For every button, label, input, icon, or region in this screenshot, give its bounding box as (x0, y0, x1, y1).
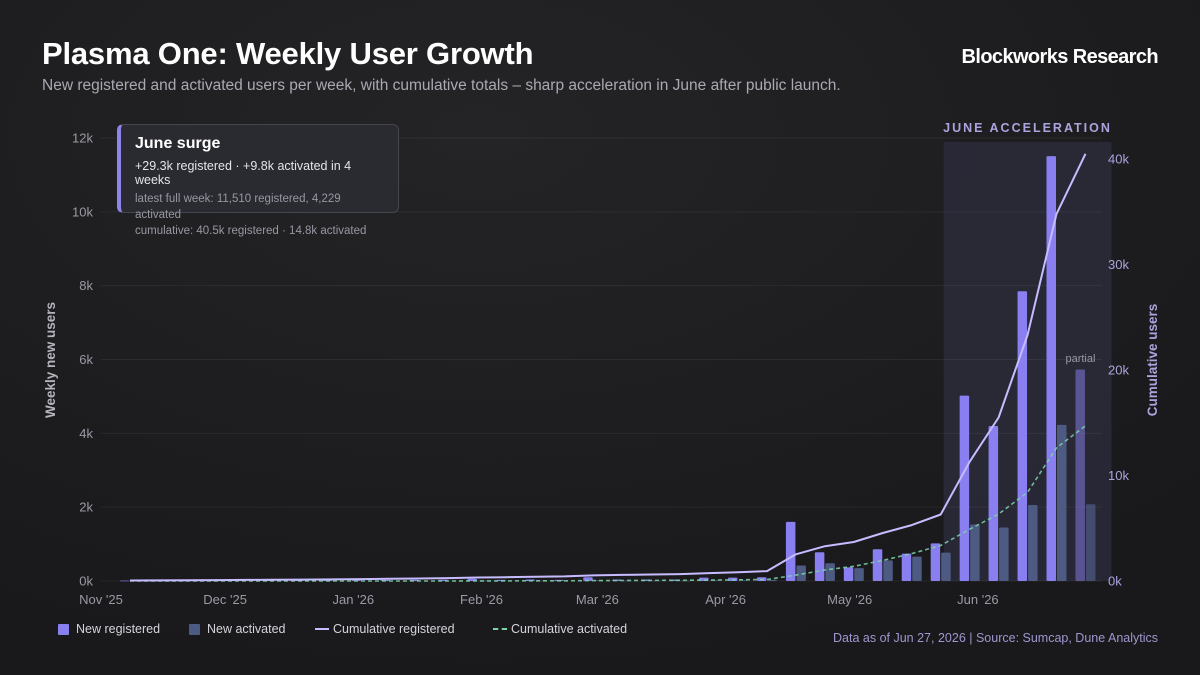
brand-logo-text: Blockworks Research (961, 46, 1159, 68)
x-tick-label: Mar '26 (576, 592, 619, 607)
bar-new-registered (1075, 369, 1085, 581)
bar-new-registered (959, 395, 970, 581)
legend-line-cumulative-activated (493, 628, 507, 630)
bar-new-registered (930, 543, 941, 581)
legend-label-cumulative-activated: Cumulative activated (511, 622, 628, 636)
y-tick-label: 4k (79, 426, 93, 441)
bar-new-activated (1028, 504, 1038, 581)
y-tick-label: 10k (72, 204, 93, 219)
x-tick-label: Jan '26 (333, 592, 375, 607)
bar-new-activated (1057, 424, 1067, 581)
bar-new-registered (119, 580, 130, 582)
legend-line-cumulative-registered (315, 628, 329, 630)
bar-new-registered (1017, 291, 1028, 581)
bar-new-registered (814, 552, 825, 581)
callout-main-text: +29.3k registered · +9.8k activated in 4… (135, 159, 352, 187)
legend-label-activated: New activated (207, 622, 286, 636)
callout-detail-line-2: cumulative: 40.5k registered · 14.8k act… (135, 225, 367, 237)
bar-new-activated (999, 527, 1009, 581)
bar-new-registered (872, 549, 883, 581)
y2-tick-label: 0k (1108, 574, 1122, 589)
bar-new-activated (912, 556, 922, 581)
lines-layer (129, 153, 1087, 582)
x-tick-label: Nov '25 (79, 592, 123, 607)
x-tick-label: Feb '26 (460, 592, 503, 607)
legend-item-cumulative-registered: Cumulative registered (315, 622, 493, 636)
y-tick-label: 8k (79, 278, 93, 293)
bar-new-activated (767, 579, 777, 581)
bar-new-activated (941, 552, 951, 581)
legend-label-registered: New registered (76, 622, 161, 636)
bar-new-registered (1046, 156, 1056, 581)
bars-layer: partial (119, 156, 1096, 582)
y-tick-label: 6k (79, 352, 93, 367)
legend-swatch-activated (189, 623, 200, 635)
bar-new-registered (843, 567, 854, 581)
partial-week-annotation: partial (1065, 353, 1095, 365)
y-axis-title: Weekly new users (43, 302, 58, 418)
legend-swatch-registered (58, 623, 69, 635)
callout-detail-line-1: latest full week: 11,510 registered, 4,2… (135, 193, 341, 221)
line-cumulative-activated (130, 425, 1086, 582)
y2-axis-title: Cumulative users (1145, 304, 1160, 417)
line-cumulative-registered (129, 153, 1087, 582)
june-surge-callout: June surge +29.3k registered · +9.8k act… (117, 124, 399, 237)
y-tick-label: 0k (79, 574, 93, 589)
y2-tick-label: 10k (1108, 468, 1129, 483)
bar-new-activated (854, 568, 864, 581)
callout-title: June surge (135, 135, 221, 152)
x-tick-label: Jun '26 (957, 592, 999, 607)
bar-new-registered (988, 425, 999, 581)
legend-item-registered: New registered (58, 622, 189, 636)
y2-tick-label: 20k (1108, 363, 1129, 378)
chart-title: Plasma One: Weekly User Growth (42, 36, 534, 71)
bar-new-activated (1085, 504, 1096, 581)
bar-new-activated (825, 563, 835, 581)
y2-tick-label: 30k (1108, 257, 1129, 272)
y2-tick-label: 40k (1108, 152, 1129, 167)
bar-new-registered (901, 553, 912, 581)
legend-label-cumulative-registered: Cumulative registered (333, 622, 455, 636)
y-tick-label: 12k (72, 131, 93, 146)
axes-layer: 0k 2k 4k 6k 8k 10k 12k 0k 10k 20k 30k 40k Nov '25 Dec… (43, 131, 1160, 608)
x-tick-label: May '26 (827, 592, 872, 607)
x-tick-label: Apr '26 (705, 592, 746, 607)
chart-subtitle: New registered and activated users per w… (42, 77, 841, 94)
legend-item-cumulative-activated: Cumulative activated (493, 622, 627, 636)
x-tick-label: Dec '25 (203, 592, 247, 607)
bar-new-activated (970, 524, 980, 581)
legend-item-activated: New activated (189, 622, 315, 636)
bar-new-activated (796, 565, 806, 581)
y-tick-label: 2k (79, 500, 93, 515)
chart-legend: New registered New activated Cumulative … (58, 622, 627, 636)
bar-new-activated (883, 560, 893, 581)
source-note: Data as of Jun 27, 2026 | Source: Sumcap… (833, 631, 1158, 645)
bar-new-registered (785, 521, 796, 581)
june-acceleration-label: JUNE ACCELERATION (943, 121, 1112, 135)
